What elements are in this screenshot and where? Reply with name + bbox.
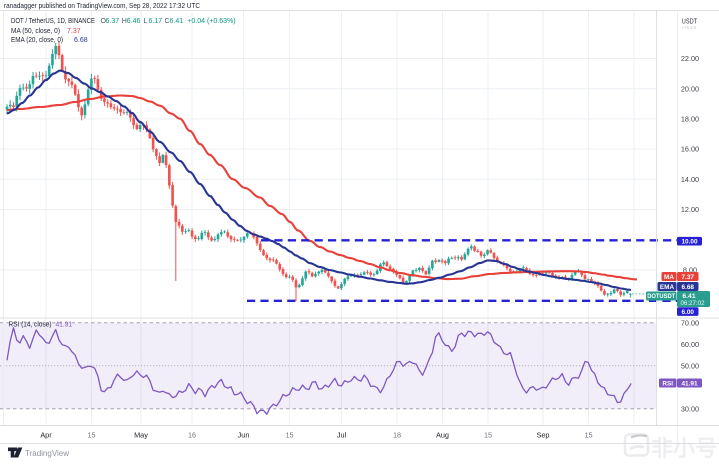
svg-text:15: 15 bbox=[285, 430, 293, 439]
svg-text:7.37: 7.37 bbox=[67, 28, 81, 35]
svg-text:06:27:02: 06:27:02 bbox=[680, 300, 705, 307]
svg-text:MA (50, close, 0): MA (50, close, 0) bbox=[11, 28, 60, 35]
svg-text:70.00: 70.00 bbox=[681, 318, 699, 327]
svg-text:6.17: 6.17 bbox=[149, 18, 163, 25]
svg-text:USDT: USDT bbox=[682, 17, 698, 26]
svg-text:Apr: Apr bbox=[40, 430, 52, 439]
svg-text:H: H bbox=[122, 18, 127, 25]
svg-text:41.91: 41.91 bbox=[682, 380, 698, 387]
svg-text:6.00: 6.00 bbox=[682, 309, 695, 316]
svg-text:20.00: 20.00 bbox=[681, 84, 699, 93]
svg-text:非小号: 非小号 bbox=[651, 436, 717, 461]
svg-text:7.37: 7.37 bbox=[682, 274, 695, 281]
svg-text:50.00: 50.00 bbox=[681, 361, 699, 370]
svg-text:22.00: 22.00 bbox=[681, 54, 699, 63]
svg-text:12.00: 12.00 bbox=[681, 205, 699, 214]
svg-text:≈76.5 b: ≈76.5 b bbox=[682, 25, 697, 30]
svg-text:EMA: EMA bbox=[660, 284, 675, 291]
svg-text:ranadagger published on Tradin: ranadagger published on TradingView.com,… bbox=[4, 1, 200, 10]
svg-text:RSI (14, close): RSI (14, close) bbox=[9, 321, 52, 328]
svg-text:MA: MA bbox=[664, 274, 674, 281]
svg-text:6.68: 6.68 bbox=[682, 284, 695, 291]
svg-text:RSI: RSI bbox=[662, 380, 673, 387]
svg-text:O: O bbox=[101, 18, 107, 25]
svg-text:Sep: Sep bbox=[537, 430, 550, 439]
svg-text:6.37: 6.37 bbox=[106, 18, 120, 25]
svg-text:16.00: 16.00 bbox=[681, 145, 699, 154]
svg-text:Jun: Jun bbox=[238, 430, 250, 439]
svg-text:DOT / TetherUS, 1D, BINANCE: DOT / TetherUS, 1D, BINANCE bbox=[11, 18, 95, 25]
svg-text:6.41: 6.41 bbox=[682, 293, 695, 300]
svg-text:30.00: 30.00 bbox=[681, 404, 699, 413]
svg-text:14.00: 14.00 bbox=[681, 175, 699, 184]
svg-text:6.68: 6.68 bbox=[74, 37, 88, 44]
svg-text:L: L bbox=[144, 18, 148, 25]
svg-text:10.00: 10.00 bbox=[682, 239, 698, 246]
svg-text:TradingView: TradingView bbox=[25, 449, 69, 458]
svg-text:15: 15 bbox=[584, 430, 592, 439]
svg-text:+0.04 (+0.63%): +0.04 (+0.63%) bbox=[187, 18, 235, 25]
svg-text:15: 15 bbox=[87, 430, 95, 439]
svg-text:6.46: 6.46 bbox=[127, 18, 141, 25]
svg-text:EMA (20, close, 0): EMA (20, close, 0) bbox=[11, 37, 63, 44]
svg-text:6.41: 6.41 bbox=[170, 18, 184, 25]
svg-text:60.00: 60.00 bbox=[681, 340, 699, 349]
svg-text:C: C bbox=[165, 18, 170, 25]
svg-text:18: 18 bbox=[393, 430, 401, 439]
svg-text:Jul: Jul bbox=[337, 430, 347, 439]
svg-text:18.00: 18.00 bbox=[681, 115, 699, 124]
svg-text:41.91: 41.91 bbox=[56, 321, 73, 328]
svg-text:15: 15 bbox=[484, 430, 492, 439]
svg-text:DOTUSDT: DOTUSDT bbox=[647, 293, 675, 300]
svg-text:May: May bbox=[134, 430, 148, 439]
svg-text:16: 16 bbox=[188, 430, 196, 439]
svg-text:8.00: 8.00 bbox=[683, 266, 697, 275]
svg-text:Aug: Aug bbox=[436, 430, 449, 439]
